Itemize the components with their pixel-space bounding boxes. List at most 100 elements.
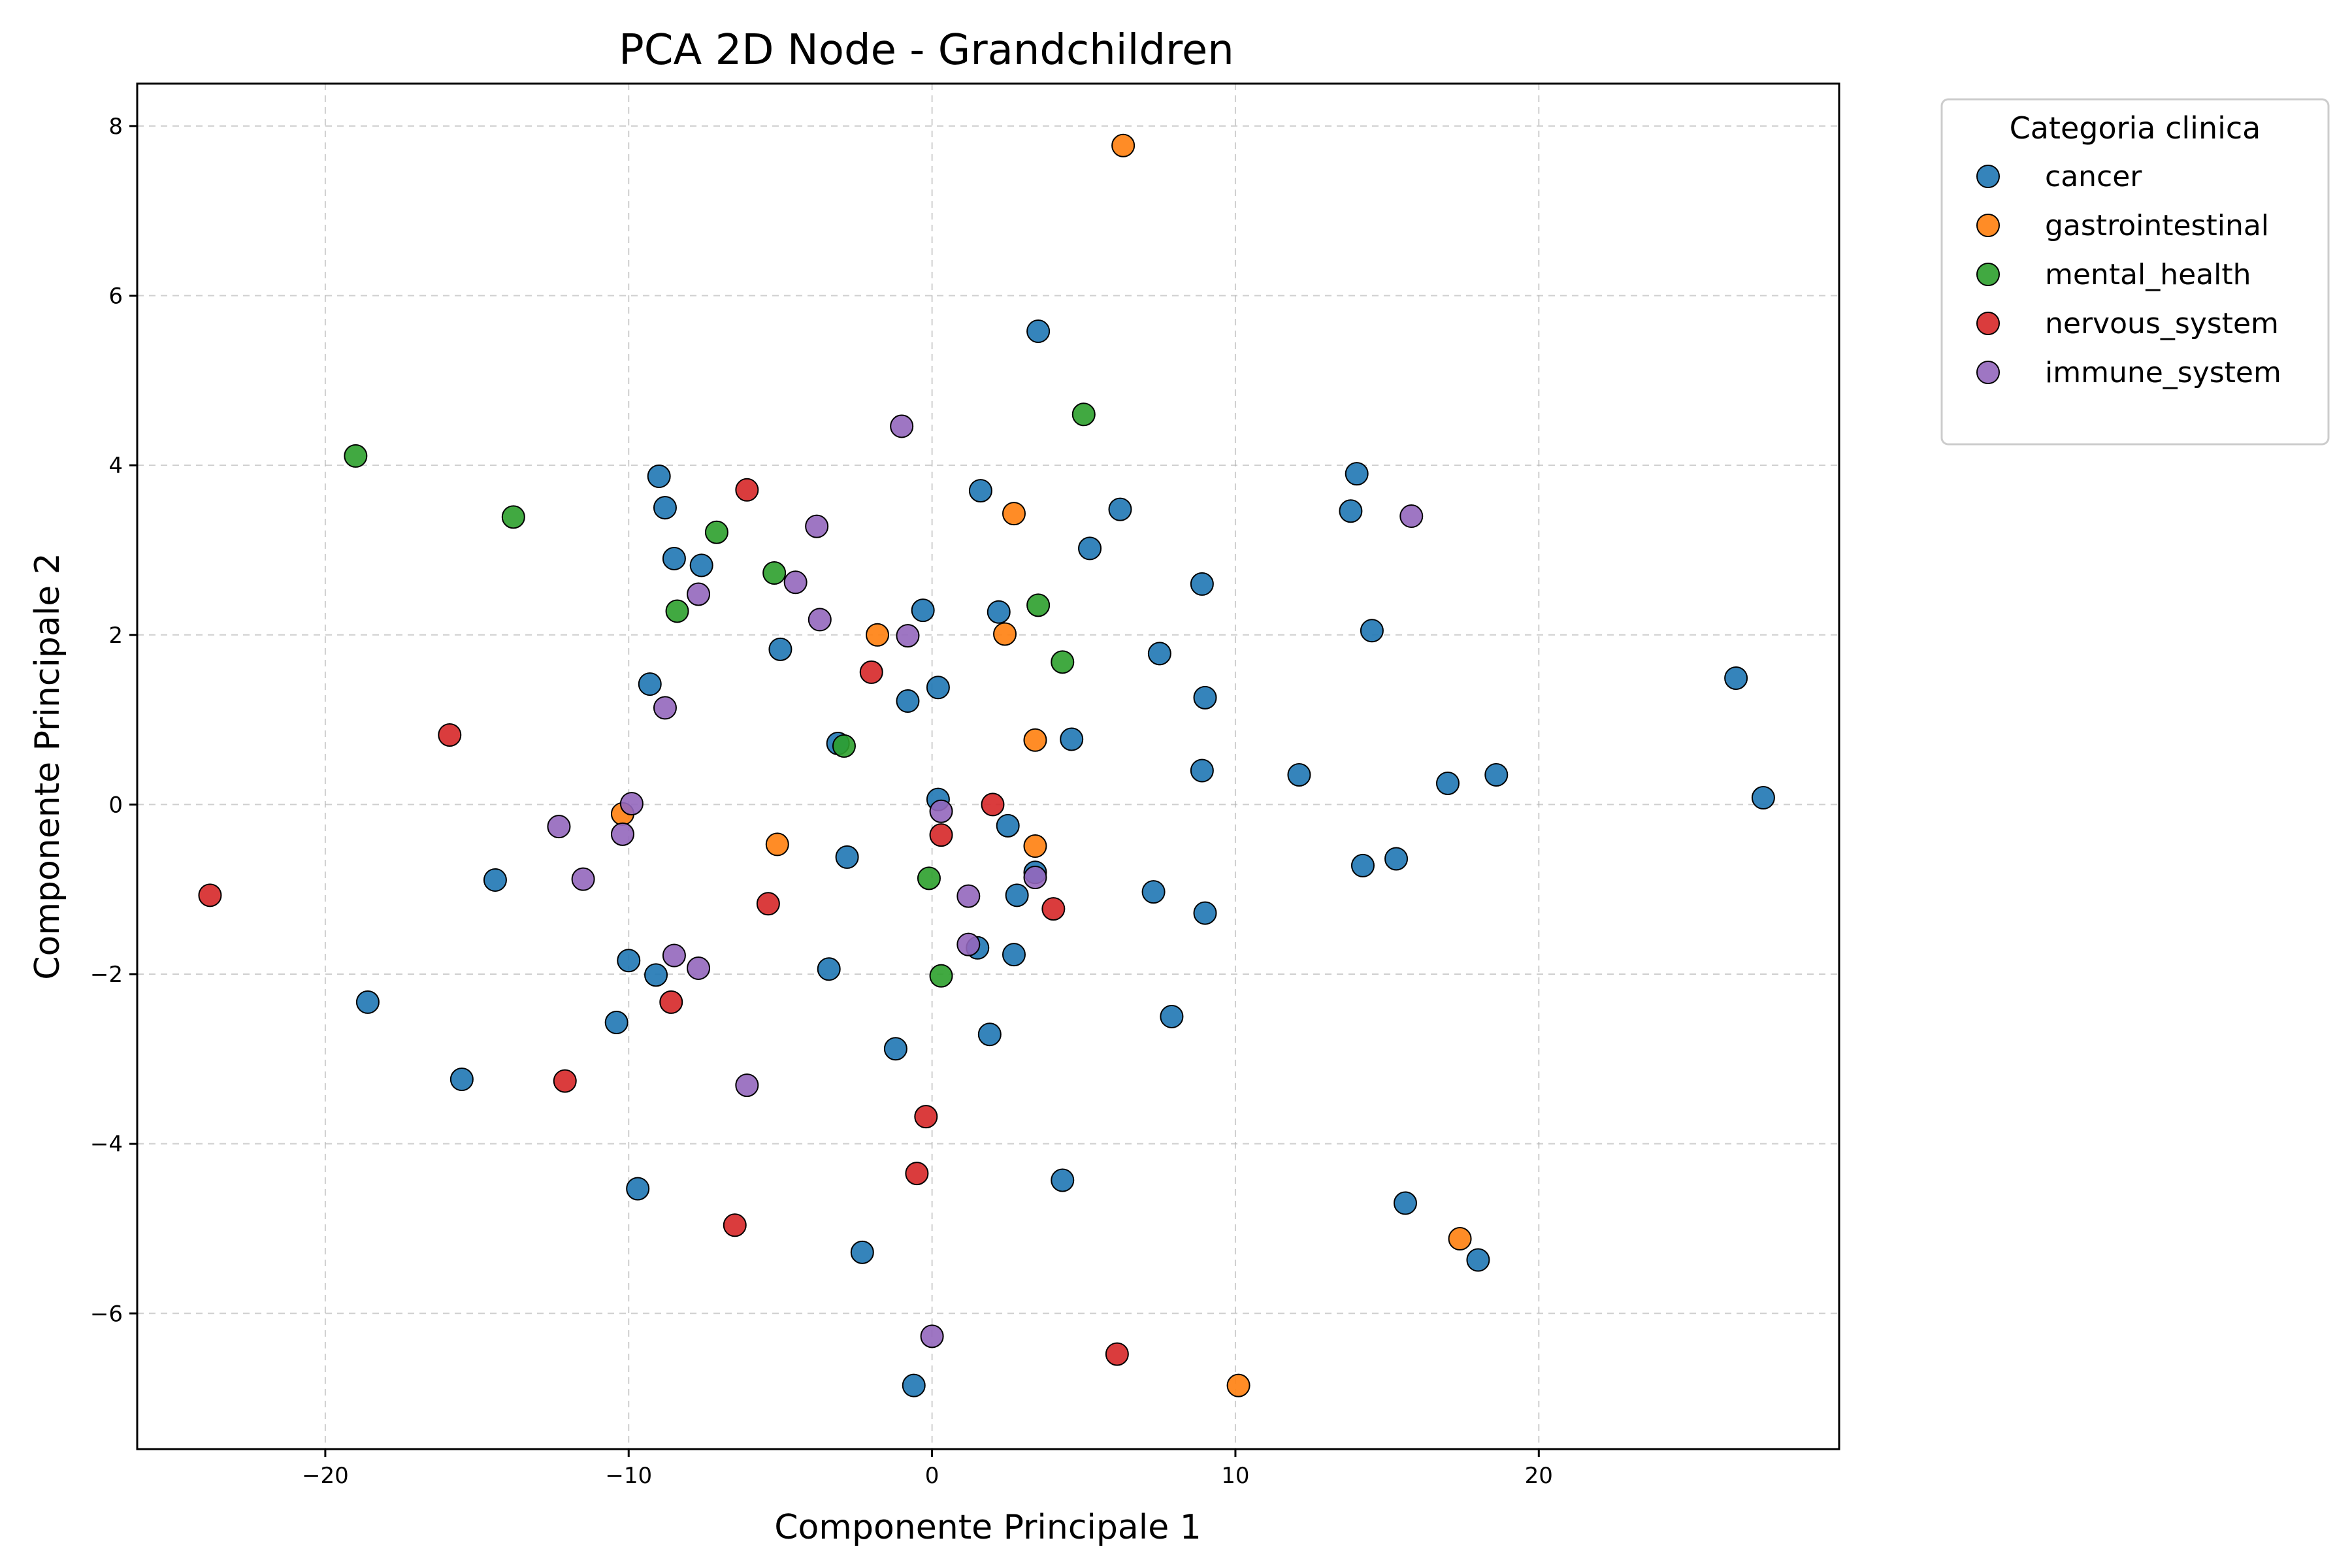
point-cancer — [662, 546, 686, 570]
point-mental-health — [344, 444, 368, 468]
x-tick-label: −10 — [605, 1463, 652, 1489]
point-mental-health — [762, 561, 787, 585]
point-immune-system — [896, 624, 920, 648]
point-mental-health — [501, 505, 525, 529]
point-cancer — [653, 496, 677, 520]
point-cancer — [896, 689, 920, 713]
point-gastrointestinal — [1002, 502, 1026, 526]
point-immune-system — [956, 884, 981, 908]
point-cancer — [1393, 1191, 1417, 1215]
point-immune-system — [687, 582, 711, 606]
point-nervous-system — [198, 883, 222, 907]
legend-label-mental-health: mental_health — [2045, 258, 2251, 291]
point-cancer — [1360, 619, 1384, 643]
point-cancer — [626, 1177, 650, 1201]
point-cancer — [449, 1068, 474, 1092]
point-cancer — [1051, 1168, 1075, 1192]
point-cancer — [817, 957, 841, 981]
point-gastrointestinal — [1226, 1373, 1250, 1397]
x-axis: −20 −10 0 10 20 — [302, 1449, 1553, 1489]
point-cancer — [355, 990, 380, 1014]
point-mental-health — [665, 599, 689, 623]
point-immune-system — [662, 943, 686, 968]
y-tick-label: −6 — [90, 1301, 123, 1327]
point-cancer — [883, 1037, 907, 1061]
point-nervous-system — [1041, 897, 1066, 921]
legend-marker-immune-system — [1976, 361, 2000, 384]
chart-title: PCA 2D Node - Grandchildren — [619, 26, 1234, 74]
plot-frame — [136, 82, 1840, 1450]
point-immune-system — [687, 956, 711, 980]
data-points — [198, 133, 1775, 1397]
point-cancer — [1466, 1248, 1490, 1272]
point-immune-system — [956, 932, 981, 956]
legend-label-immune-system: immune_system — [2045, 356, 2281, 389]
point-mental-health — [704, 520, 728, 544]
point-immune-system — [653, 696, 677, 720]
point-nervous-system — [756, 892, 780, 916]
point-immune-system — [1023, 866, 1047, 890]
point-gastrointestinal — [993, 622, 1017, 646]
y-tick-label: 4 — [108, 453, 123, 479]
point-immune-system — [783, 570, 808, 595]
legend-label-cancer: cancer — [2045, 160, 2142, 193]
legend-marker-nervous-system — [1976, 312, 2000, 335]
point-immune-system — [735, 1073, 759, 1098]
x-tick-label: 0 — [925, 1463, 939, 1489]
point-cancer — [1193, 685, 1217, 710]
point-gastrointestinal — [1023, 834, 1047, 858]
point-immune-system — [619, 792, 644, 816]
point-cancer — [1190, 572, 1214, 596]
point-immune-system — [547, 815, 571, 839]
point-cancer — [617, 949, 641, 973]
point-nervous-system — [438, 723, 462, 747]
point-cancer — [638, 672, 662, 696]
point-cancer — [1345, 462, 1369, 486]
y-tick-label: 6 — [108, 284, 123, 310]
legend-marker-cancer — [1976, 165, 2000, 188]
point-nervous-system — [1105, 1342, 1129, 1366]
point-cancer — [644, 963, 668, 987]
legend-title: Categoria clinica — [2010, 110, 2261, 146]
point-nervous-system — [735, 478, 759, 502]
point-cancer — [1190, 759, 1214, 783]
legend-marker-mental-health — [1976, 263, 2000, 286]
legend-label-nervous-system: nervous_system — [2045, 307, 2279, 340]
grid — [137, 84, 1839, 1449]
x-tick-label: 20 — [1525, 1463, 1553, 1489]
point-mental-health — [832, 734, 856, 758]
point-nervous-system — [929, 823, 953, 847]
legend-marker-gastrointestinal — [1976, 214, 2000, 237]
point-immune-system — [929, 799, 953, 823]
point-mental-health — [929, 964, 953, 988]
point-cancer — [1193, 901, 1217, 925]
point-mental-health — [1071, 402, 1096, 427]
x-tick-label: 10 — [1221, 1463, 1249, 1489]
point-cancer — [850, 1240, 874, 1264]
point-immune-system — [808, 608, 832, 632]
point-cancer — [1160, 1004, 1184, 1028]
legend-box — [1940, 98, 2330, 446]
point-cancer — [1751, 786, 1775, 810]
point-cancer — [1435, 771, 1460, 795]
point-cancer — [1060, 727, 1084, 751]
point-immune-system — [890, 414, 914, 438]
point-immune-system — [920, 1324, 944, 1348]
x-axis-title: Componente Principale 1 — [774, 1508, 1201, 1547]
point-immune-system — [805, 514, 829, 538]
point-cancer — [987, 600, 1011, 624]
point-nervous-system — [659, 990, 683, 1014]
point-mental-health — [1051, 650, 1075, 674]
point-cancer — [1005, 883, 1029, 907]
y-tick-label: 2 — [108, 623, 123, 649]
point-cancer — [689, 553, 713, 578]
point-nervous-system — [914, 1105, 938, 1129]
y-tick-label: 8 — [108, 114, 123, 140]
point-cancer — [1026, 319, 1051, 344]
point-cancer — [1078, 536, 1102, 561]
legend: Categoria clinica cancer gastrointestinal… — [1940, 98, 2330, 446]
point-cancer — [1287, 762, 1311, 787]
point-cancer — [1384, 847, 1409, 871]
y-tick-label: 0 — [108, 792, 123, 818]
point-nervous-system — [905, 1162, 929, 1186]
